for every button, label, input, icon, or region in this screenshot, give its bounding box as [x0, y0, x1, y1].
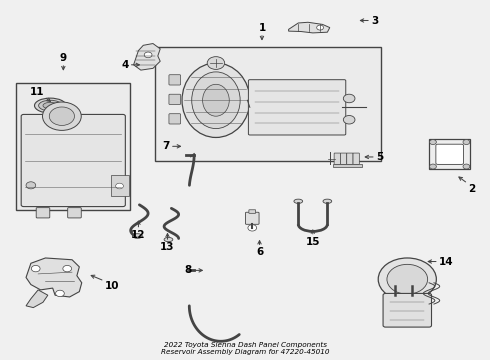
- Text: 1: 1: [258, 23, 266, 33]
- FancyBboxPatch shape: [21, 114, 125, 207]
- FancyBboxPatch shape: [334, 153, 341, 165]
- Circle shape: [63, 265, 72, 272]
- Text: 14: 14: [439, 257, 453, 266]
- FancyBboxPatch shape: [436, 144, 464, 165]
- Text: 9: 9: [60, 53, 67, 63]
- Circle shape: [343, 94, 355, 103]
- Text: 4: 4: [122, 60, 129, 70]
- Circle shape: [463, 140, 470, 145]
- Text: 8: 8: [184, 265, 192, 275]
- Ellipse shape: [182, 63, 250, 138]
- Text: 6: 6: [256, 247, 263, 257]
- Ellipse shape: [164, 238, 173, 242]
- Text: Reservoir Assembly Diagram for 47220-45010: Reservoir Assembly Diagram for 47220-450…: [161, 350, 329, 355]
- FancyBboxPatch shape: [353, 153, 359, 165]
- Ellipse shape: [39, 100, 62, 111]
- Ellipse shape: [202, 84, 229, 116]
- Text: 10: 10: [104, 281, 119, 291]
- FancyBboxPatch shape: [248, 80, 346, 135]
- Text: 13: 13: [160, 242, 175, 252]
- Circle shape: [378, 258, 437, 301]
- Text: 3: 3: [371, 15, 378, 26]
- Circle shape: [31, 265, 40, 272]
- Bar: [429, 139, 470, 169]
- Ellipse shape: [133, 234, 142, 238]
- Circle shape: [430, 164, 437, 169]
- Ellipse shape: [323, 199, 332, 203]
- Circle shape: [55, 290, 64, 297]
- Polygon shape: [289, 22, 330, 33]
- Ellipse shape: [43, 102, 57, 109]
- FancyBboxPatch shape: [169, 75, 181, 85]
- Circle shape: [207, 57, 224, 69]
- Circle shape: [49, 107, 74, 125]
- Circle shape: [26, 182, 36, 189]
- FancyBboxPatch shape: [169, 94, 181, 104]
- Circle shape: [116, 183, 123, 189]
- Text: 2022 Toyota Sienna Dash Panel Components: 2022 Toyota Sienna Dash Panel Components: [164, 342, 326, 348]
- FancyBboxPatch shape: [36, 208, 50, 218]
- Polygon shape: [134, 44, 160, 70]
- Circle shape: [463, 164, 470, 169]
- Circle shape: [387, 264, 428, 294]
- Text: 5: 5: [376, 152, 383, 162]
- Circle shape: [343, 116, 355, 124]
- Bar: [155, 47, 381, 161]
- Text: 12: 12: [131, 230, 146, 240]
- Bar: [16, 82, 130, 210]
- Ellipse shape: [34, 98, 66, 113]
- FancyBboxPatch shape: [245, 212, 259, 224]
- FancyBboxPatch shape: [347, 153, 353, 165]
- Text: 11: 11: [29, 87, 44, 97]
- FancyBboxPatch shape: [341, 153, 347, 165]
- FancyBboxPatch shape: [383, 293, 432, 327]
- FancyBboxPatch shape: [249, 210, 256, 213]
- Polygon shape: [26, 290, 48, 307]
- Polygon shape: [26, 258, 82, 297]
- FancyBboxPatch shape: [68, 208, 81, 218]
- Ellipse shape: [192, 72, 240, 129]
- Circle shape: [144, 52, 152, 58]
- Ellipse shape: [294, 199, 303, 203]
- Bar: [111, 175, 129, 196]
- Text: 2: 2: [468, 184, 475, 194]
- Text: 7: 7: [163, 141, 170, 151]
- Circle shape: [430, 140, 437, 145]
- Text: 15: 15: [306, 237, 320, 247]
- FancyBboxPatch shape: [169, 114, 181, 124]
- Circle shape: [317, 25, 323, 30]
- Circle shape: [43, 102, 81, 130]
- Bar: [333, 164, 362, 167]
- Circle shape: [248, 225, 257, 231]
